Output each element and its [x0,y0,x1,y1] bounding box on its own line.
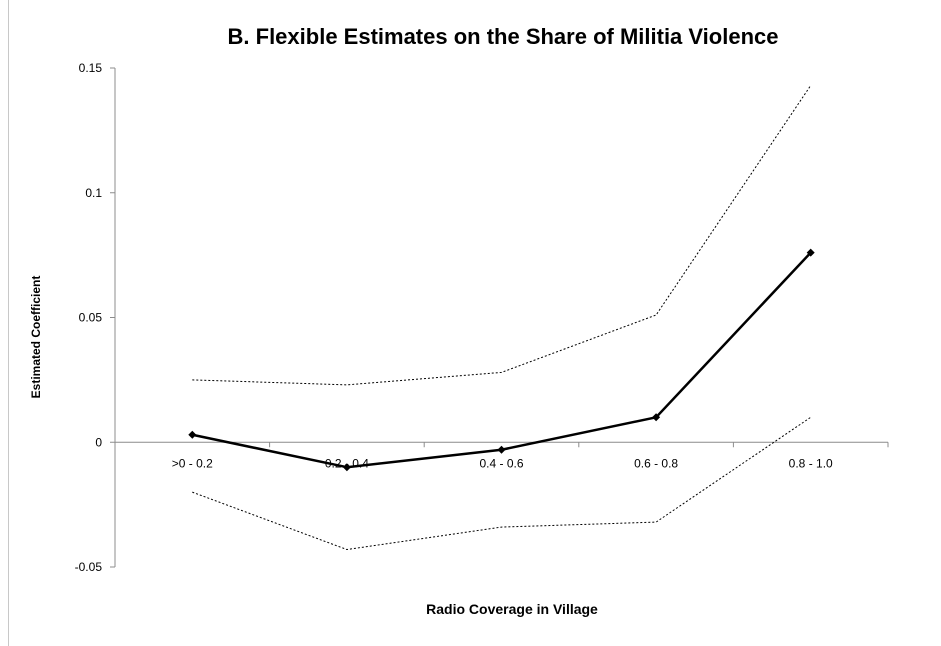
y-tick-label: 0.1 [85,186,102,200]
x-tick-label: 0.6 - 0.8 [634,456,678,470]
upper-bound-line [192,85,812,386]
estimate-point [806,248,815,257]
y-tick-label: 0 [95,435,102,449]
x-tick-label: >0 - 0.2 [172,456,213,470]
y-tick-label: 0.15 [79,61,103,75]
chart-title: B. Flexible Estimates on the Share of Mi… [228,24,779,49]
chart-frame [8,0,941,646]
y-tick-labels: 0.15 0.1 0.05 0 -0.05 [75,61,115,574]
estimate-point [497,445,506,454]
estimate-point [188,430,197,439]
series-group [188,85,815,551]
estimate-point [652,413,661,422]
estimate-point [342,463,351,472]
y-tick-label: -0.05 [75,560,103,574]
y-tick-label: 0.05 [79,311,103,325]
x-tick-label: 0.8 - 1.0 [789,456,833,470]
x-axis-label: Radio Coverage in Village [426,601,598,617]
estimate-line [192,251,812,469]
lower-bound-line [192,416,811,551]
y-axis-label: Estimated Coefficient [29,276,43,399]
x-tick-label: 0.4 - 0.6 [479,456,523,470]
axes [114,68,888,567]
